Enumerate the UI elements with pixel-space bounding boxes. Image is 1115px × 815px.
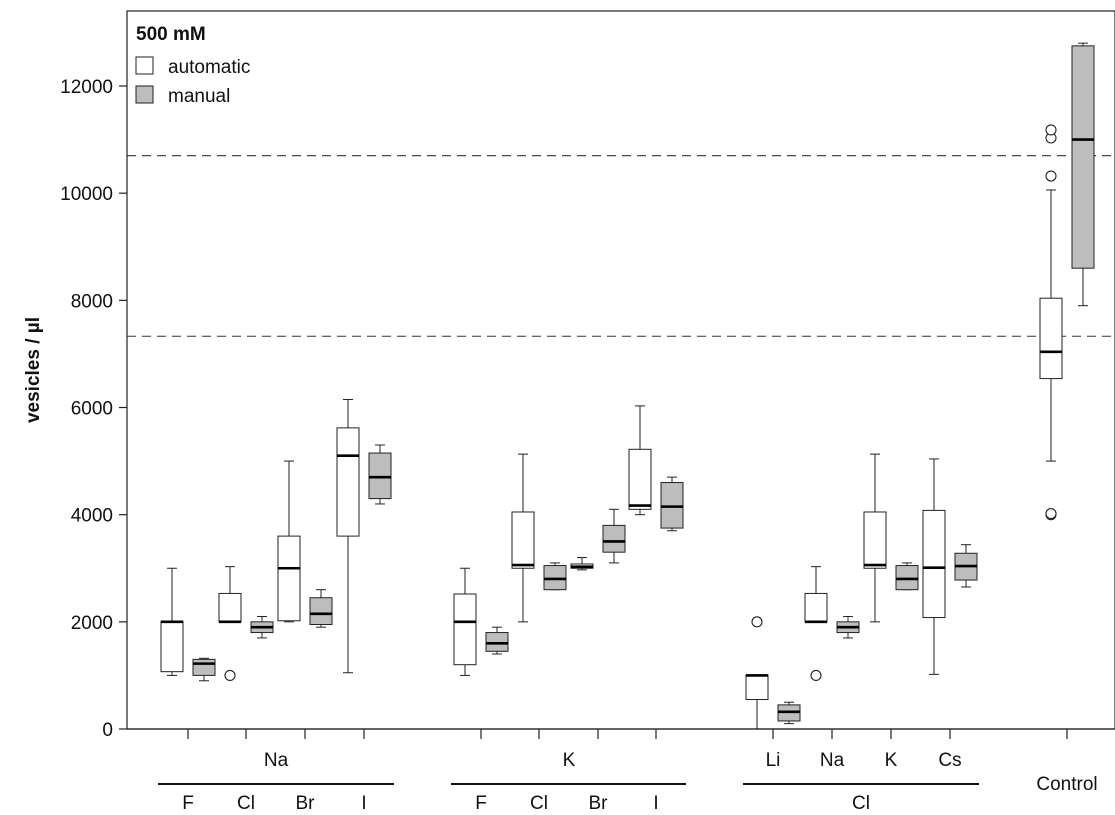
box-body: [863, 511, 887, 569]
plot-frame: [126, 10, 1115, 730]
box-manual: [250, 615, 274, 639]
box-body: [277, 535, 301, 622]
box-automatic: [804, 566, 828, 681]
box-body: [895, 565, 919, 591]
box-body: [745, 674, 769, 701]
y-tick-label: 8000: [71, 291, 113, 312]
box-body: [453, 593, 477, 666]
x-category-label: Br: [589, 793, 609, 814]
x-category-label: Cl: [237, 793, 255, 814]
x-group-label: Cl: [852, 793, 870, 814]
x-category-label: Cs: [938, 750, 961, 771]
box-manual: [368, 444, 392, 505]
y-tick-label: 10000: [60, 184, 113, 205]
box-automatic: [863, 453, 887, 623]
box-manual: [777, 701, 801, 725]
box-body: [628, 448, 652, 510]
outlier-point: [1045, 124, 1057, 136]
legend-label-automatic: automatic: [168, 57, 250, 78]
box-body: [804, 592, 828, 623]
box-automatic: [277, 460, 301, 623]
legend-swatch-manual: [135, 85, 154, 104]
box-body: [160, 620, 184, 673]
box-automatic: [922, 458, 946, 675]
box-automatic: [160, 567, 184, 676]
box-series: [160, 42, 1095, 730]
axes: [126, 10, 1115, 730]
box-body: [511, 511, 535, 569]
reference-lines: [127, 155, 1115, 337]
box-automatic: [336, 398, 360, 674]
x-category-labels: F Cl Br I F Cl Br I Li Na K Cs Control: [182, 729, 1098, 814]
box-body: [336, 427, 360, 537]
x-category-label: Cl: [530, 793, 548, 814]
box-body: [368, 452, 392, 500]
outlier-point: [224, 669, 236, 681]
box-body: [1071, 45, 1095, 269]
box-manual: [836, 615, 860, 639]
box-manual: [192, 657, 216, 682]
x-group-labels: Na K Cl: [158, 750, 979, 814]
outlier-point: [751, 616, 763, 628]
y-tick-label: 12000: [60, 77, 113, 98]
box-manual: [309, 589, 333, 628]
box-body: [218, 592, 242, 623]
x-category-label: Na: [820, 750, 845, 771]
box-manual: [954, 544, 978, 588]
legend-label-manual: manual: [168, 86, 230, 107]
box-automatic: [745, 616, 769, 730]
box-body: [922, 509, 946, 619]
y-tick-label: 4000: [71, 506, 113, 527]
box-body: [660, 482, 684, 529]
x-category-label: K: [885, 750, 898, 771]
x-category-label: Control: [1036, 774, 1097, 795]
y-tick-label: 0: [102, 720, 113, 741]
x-group-label: Na: [264, 750, 289, 771]
x-category-label: F: [475, 793, 487, 814]
outlier-point: [1045, 508, 1057, 520]
x-category-label: F: [182, 793, 194, 814]
box-manual: [485, 626, 509, 655]
box-body: [602, 524, 626, 553]
x-category-label: Br: [296, 793, 316, 814]
box-body: [1039, 297, 1063, 380]
x-category-label: Li: [766, 750, 781, 771]
y-tick-label: 2000: [71, 613, 113, 634]
box-automatic: [628, 405, 652, 516]
box-automatic: [511, 453, 535, 623]
x-category-label: I: [653, 793, 658, 814]
outlier-point: [1045, 170, 1057, 182]
box-manual: [602, 508, 626, 564]
box-automatic: [1039, 124, 1063, 521]
box-automatic: [218, 566, 242, 681]
box-body: [309, 597, 333, 626]
box-manual: [1071, 42, 1095, 307]
box-body: [192, 658, 216, 676]
y-axis-label: vesicles / µl: [23, 317, 44, 423]
box-body: [543, 565, 567, 591]
box-automatic: [570, 557, 594, 571]
legend: 500 mM automatic manual: [135, 24, 250, 107]
box-manual: [543, 562, 567, 591]
outlier-point: [810, 669, 822, 681]
legend-title: 500 mM: [136, 24, 206, 45]
box-manual: [660, 476, 684, 532]
x-category-label: I: [361, 793, 366, 814]
y-ticks: 0 2000 4000 6000 8000 10000 12000: [60, 77, 127, 741]
y-tick-label: 6000: [71, 399, 113, 420]
box-automatic: [453, 567, 477, 676]
box-body: [485, 632, 509, 652]
legend-swatch-automatic: [135, 56, 154, 75]
x-group-label: K: [563, 750, 576, 771]
box-manual: [895, 562, 919, 591]
